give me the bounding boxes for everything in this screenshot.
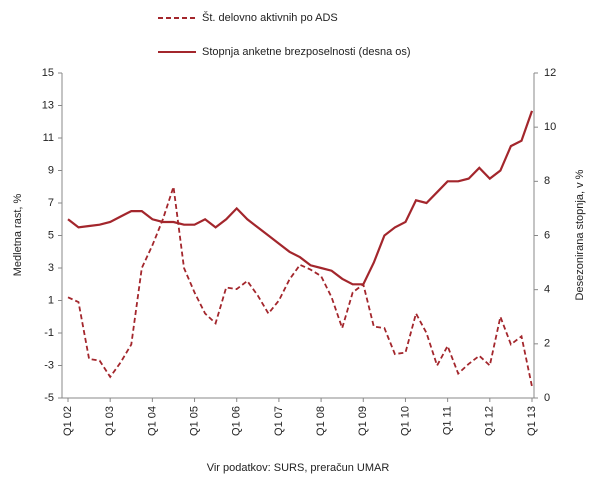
source-note: Vir podatkov: SURS, preračun UMAR bbox=[207, 462, 390, 474]
data-line bbox=[67, 110, 534, 286]
x-tick-label: Q1 05 bbox=[188, 406, 200, 436]
y2-axis-title: Desezonirana stopnja, v % bbox=[574, 169, 586, 300]
y-tick-label: 7 bbox=[48, 197, 54, 209]
y-tick-label: -1 bbox=[44, 327, 54, 339]
y-tick-label: -5 bbox=[44, 392, 54, 404]
x-tick-label: Q1 13 bbox=[526, 406, 538, 436]
y-tick-label: 9 bbox=[48, 164, 54, 176]
x-tick-label: Q1 07 bbox=[273, 406, 285, 436]
y2-tick-label: 2 bbox=[544, 338, 550, 350]
y2-tick-label: 8 bbox=[544, 175, 550, 187]
y2-tick-label: 0 bbox=[544, 392, 550, 404]
x-tick-label: Q1 11 bbox=[442, 406, 454, 435]
x-tick-label: Q1 04 bbox=[146, 406, 158, 436]
y-tick-label: 3 bbox=[48, 262, 54, 274]
y-tick-label: 13 bbox=[42, 99, 54, 111]
x-tick-label: Q1 06 bbox=[231, 406, 243, 436]
x-tick-label: Q1 03 bbox=[104, 406, 116, 436]
y2-tick-label: 12 bbox=[544, 67, 556, 79]
y-tick-label: 5 bbox=[48, 229, 54, 241]
y2-tick-label: 6 bbox=[544, 229, 550, 241]
legend-label: Stopnja anketne brezposelnosti (desna os… bbox=[202, 46, 411, 58]
x-tick-label: Q1 08 bbox=[315, 406, 327, 436]
y-tick-label: -3 bbox=[44, 359, 54, 371]
x-tick-label: Q1 10 bbox=[399, 406, 411, 436]
x-tick-label: Q1 12 bbox=[484, 406, 496, 436]
y-tick-label: 15 bbox=[42, 67, 54, 79]
y2-tick-label: 10 bbox=[544, 121, 556, 133]
legend-label: Št. delovno aktivnih po ADS bbox=[202, 11, 338, 24]
y-axis-title: Medletna rast, % bbox=[12, 194, 24, 277]
x-tick-label: Q1 02 bbox=[62, 406, 74, 436]
y2-tick-label: 4 bbox=[544, 284, 550, 296]
y-tick-label: 11 bbox=[43, 132, 54, 144]
x-tick-label: Q1 09 bbox=[357, 406, 369, 436]
data-line bbox=[67, 186, 533, 387]
y-tick-label: 1 bbox=[48, 294, 54, 306]
